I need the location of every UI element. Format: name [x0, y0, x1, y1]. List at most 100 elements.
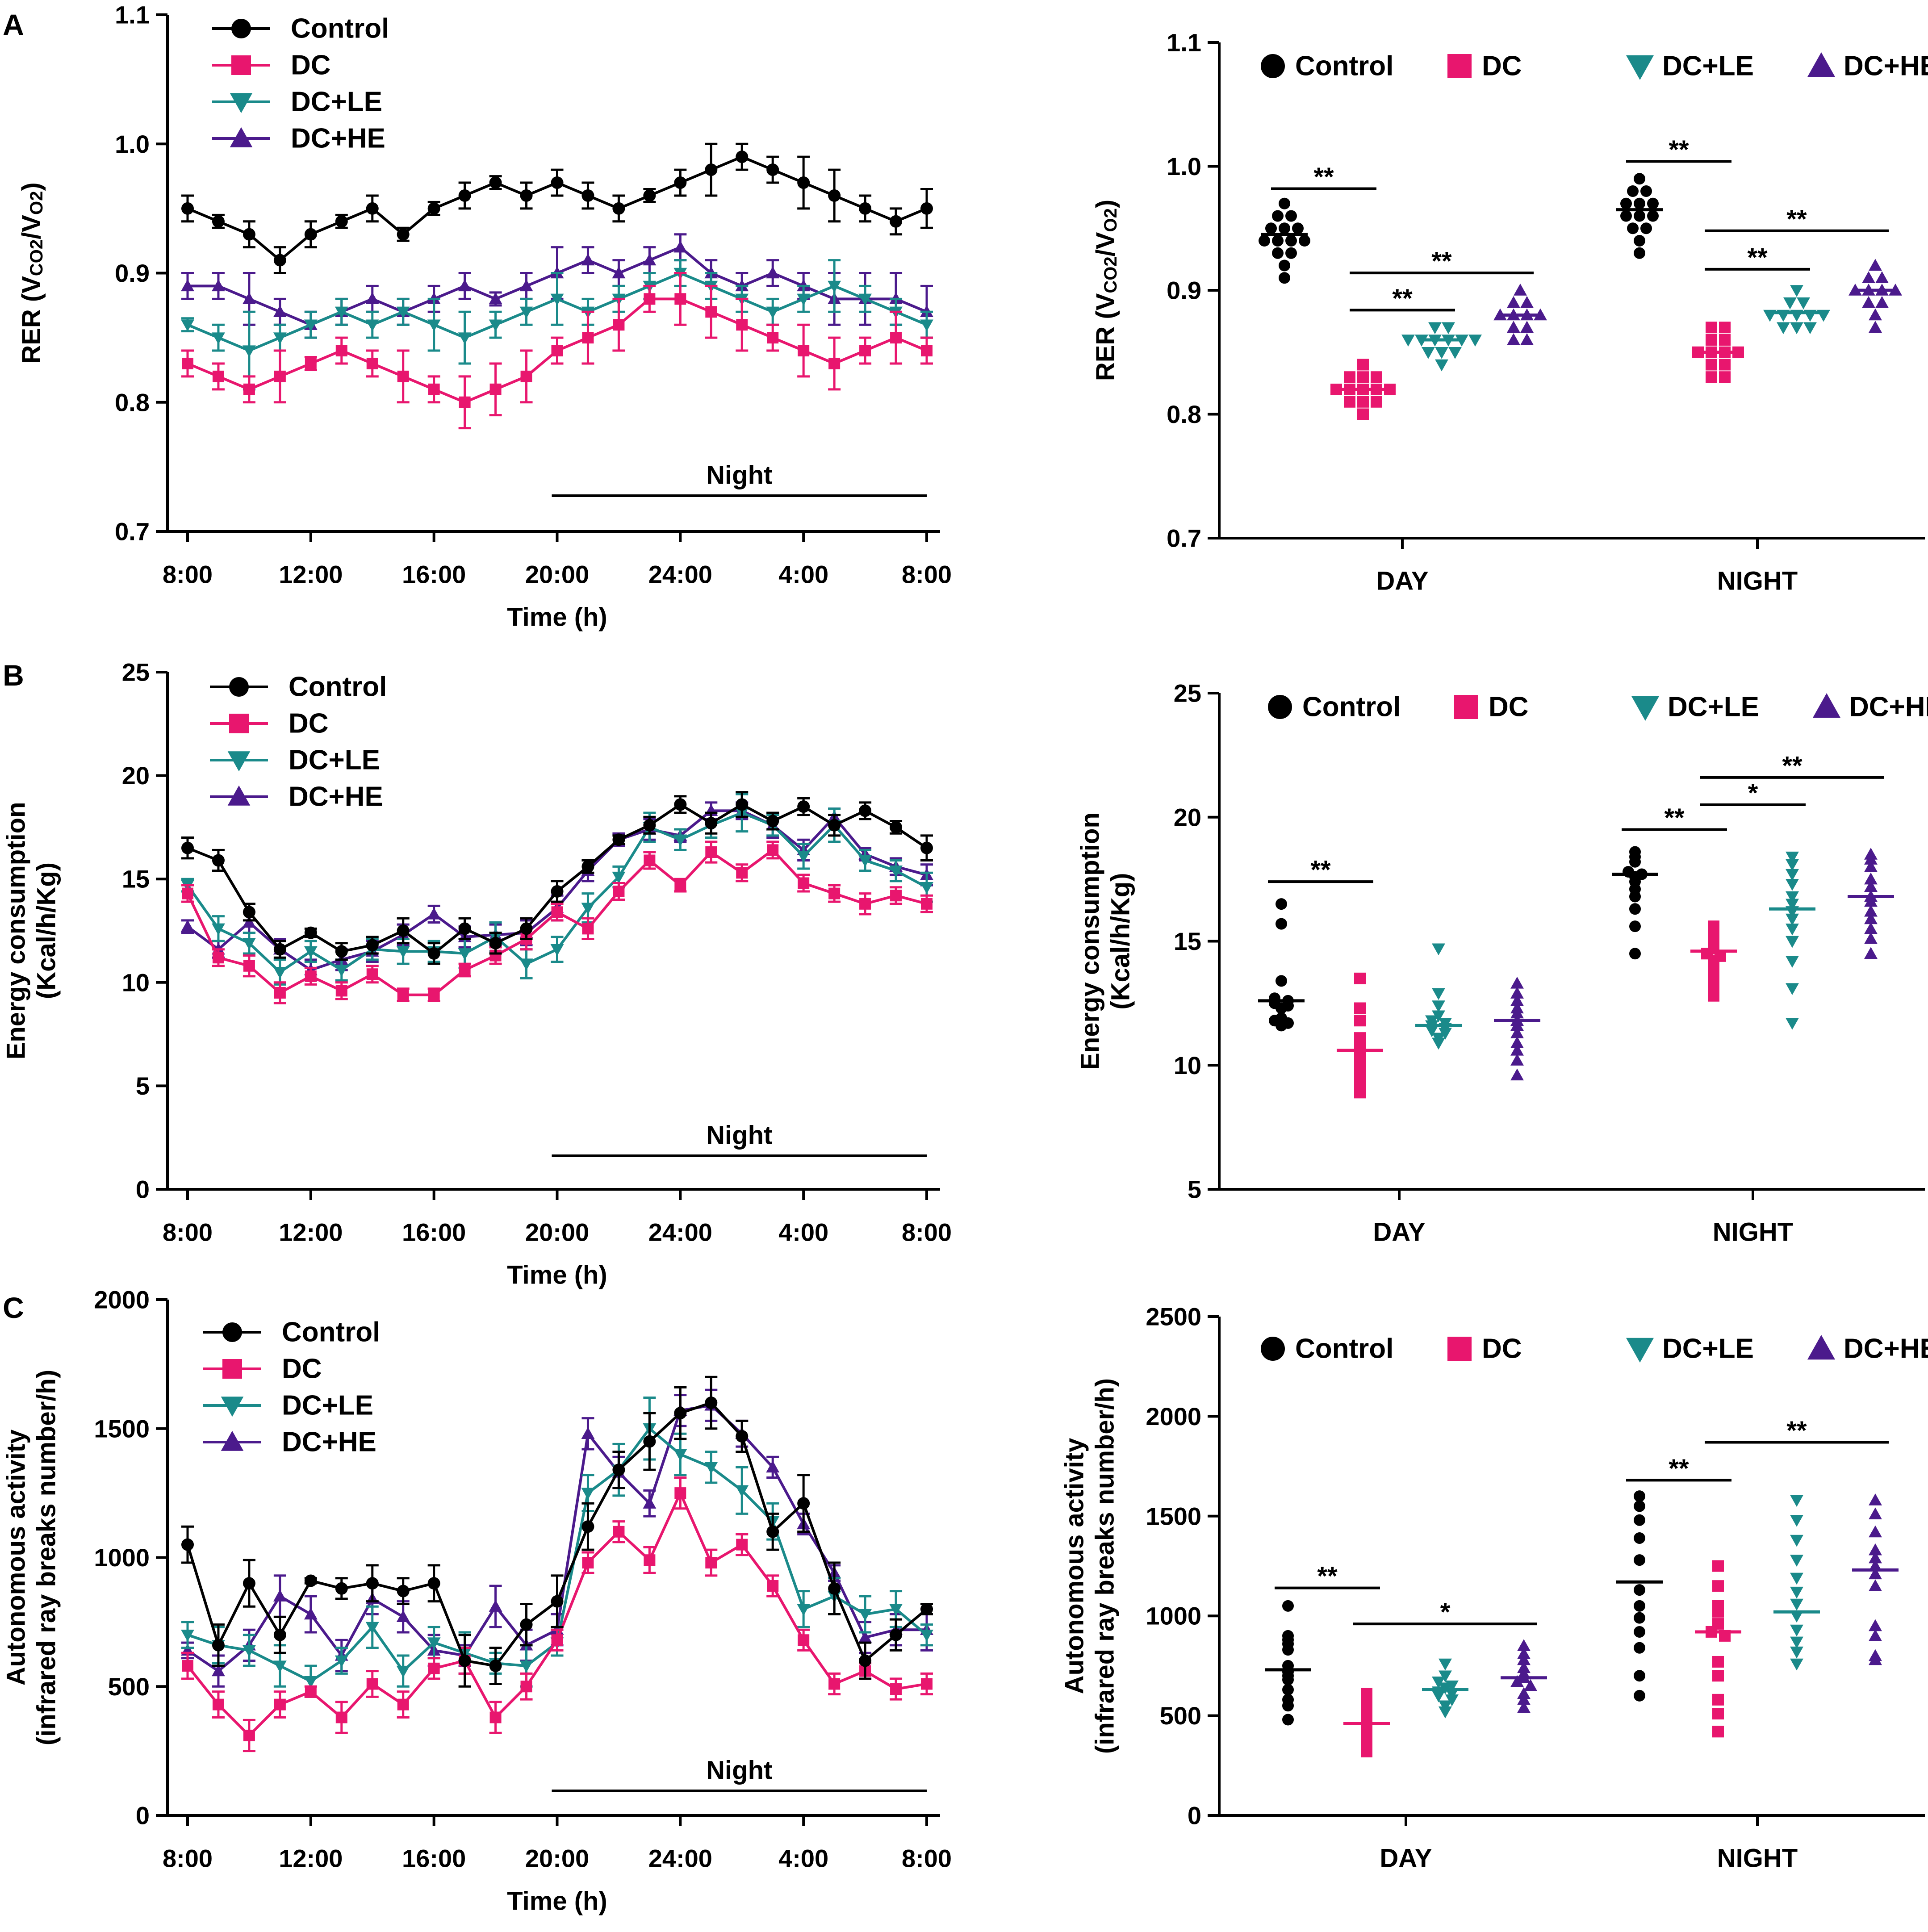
panel-b-right-dot-night-dc-he	[1864, 895, 1878, 907]
panel-b-right-dot-night-dc-le	[1786, 851, 1799, 864]
panel-c-left-point-control	[427, 1577, 440, 1590]
panel-b-right-dot-night-dc	[1708, 970, 1719, 982]
panel-a-left-series-control	[181, 142, 933, 274]
panel-a-right-dot-day-dc	[1344, 371, 1355, 383]
panel-a-left-point-dc-le	[365, 319, 379, 332]
panel-c-right-dot-night-dc	[1712, 1560, 1724, 1572]
panel-c-left-point-control	[859, 1654, 872, 1667]
panel-a-right-legend-label-dc: DC	[1482, 51, 1522, 82]
panel-b-right-dot-night-dc	[1708, 990, 1719, 1002]
panel-c-left-point-control	[581, 1520, 594, 1533]
panel-a-right-dot-night-control	[1634, 247, 1645, 259]
panel-c-right-dot-day-dc-he	[1517, 1701, 1531, 1713]
panel-a-left-point-dc	[459, 396, 471, 408]
panel-a-left-point-dc-le	[212, 332, 225, 345]
panel-b-left-point-control	[797, 800, 810, 813]
panel-a-left-point-control	[859, 202, 872, 215]
panel-c-right-dot-night-dc-le	[1790, 1610, 1803, 1623]
panel-a-left-point-control	[581, 189, 594, 202]
panel-c-left-point-dc-le	[519, 1660, 533, 1673]
panel-c-right-sig-label: *	[1440, 1598, 1451, 1627]
panel-a-right-dot-day-control	[1279, 259, 1290, 272]
panel-b-left-y-tick-label: 25	[122, 658, 150, 686]
panel-c-left-x-tick-label: 8:00	[902, 1844, 952, 1873]
panel-a-left-point-dc-le	[304, 319, 318, 332]
panel-b-left-line-control	[187, 803, 928, 955]
panel-c-right-dot-night-control	[1634, 1584, 1645, 1596]
panel-c-right-dot-night-dc-le	[1790, 1495, 1803, 1507]
panel-c-left-point-control	[766, 1525, 779, 1538]
panel-a-right-dot-day-control	[1259, 235, 1270, 247]
panel-a-right-dot-night-dc-le	[1803, 322, 1817, 335]
panel-b-left-point-control	[674, 798, 687, 811]
panel-a-right-dot-night-control	[1627, 222, 1639, 234]
panel-b-left-point-dc-he	[181, 920, 194, 932]
panel-b-right-dot-night-dc-le	[1786, 869, 1799, 881]
panel-a-left-point-control	[489, 176, 502, 189]
panel-c-left-point-control	[397, 1585, 410, 1597]
panel-c-right-dot-night-dc-le	[1790, 1598, 1803, 1611]
panel-b-right-dot-day-dc-he	[1510, 1036, 1524, 1048]
panel-c-left-x-tick-label: 4:00	[778, 1844, 828, 1873]
panel-b-right-sig-label: **	[1664, 803, 1685, 832]
panel-c-left-point-dc-le	[242, 1645, 256, 1657]
panel-a-left-point-dc	[305, 357, 317, 369]
panel-c-left-point-dc-le	[673, 1449, 687, 1461]
panel-c-right-sig-label: **	[1317, 1562, 1338, 1591]
panel-b-right-dot-day-dc-he	[1510, 1054, 1524, 1066]
panel-c-left-point-control	[366, 1577, 379, 1590]
panel-b-left-point-control	[181, 841, 194, 854]
panel-b-left-point-control	[581, 860, 594, 873]
panel-a-right-dot-day-dc-he	[1507, 321, 1520, 333]
panel-c-left-y-tick-label: 0	[136, 1802, 150, 1830]
panel-b-right-dot-night-control	[1629, 903, 1641, 915]
panel-c-right-dot-night-dc-he	[1869, 1579, 1882, 1591]
panel-a-left-point-dc-le	[489, 319, 502, 332]
panel-b-left-point-dc	[428, 989, 440, 1001]
panel-a-left-point-dc-le	[550, 293, 564, 306]
panel-b-left-point-control	[273, 943, 286, 956]
panel-c-right-x-tick-label-day: DAY	[1380, 1844, 1432, 1873]
panel-c-left-point-control	[551, 1595, 564, 1608]
panel-a-left-legend-marker-control	[231, 19, 251, 38]
panel-c-left-y-label-line2: (infrared ray breaks number/h)	[32, 1370, 61, 1745]
panel-b-right-sig-label: **	[1310, 856, 1331, 885]
panel-a-left-y-label: RER (VCO2/VO2)	[17, 182, 47, 364]
panel-b-left-legend-label-dc-le: DC+LE	[289, 745, 380, 776]
panel-b-left-x-tick-label: 16:00	[402, 1218, 466, 1246]
panel-a-right-dot-day-dc-le	[1468, 335, 1482, 347]
panel-a-right-y-label: RER (VCO2/VO2)	[1091, 200, 1121, 381]
panel-a-left-legend-label-dc: DC	[291, 50, 331, 81]
panel-c-right-y-tick-label: 1500	[1146, 1502, 1201, 1530]
panel-a-left-point-dc	[890, 332, 902, 344]
panel-b-left-series-control	[181, 791, 933, 965]
panel-c-left-point-control	[797, 1497, 810, 1510]
panel-b-left-point-control	[705, 817, 718, 830]
panel-b-right-dot-night-dc-he	[1864, 872, 1878, 885]
panel-c-right-sig-label: **	[1669, 1454, 1689, 1483]
panel-b-right-legend-marker-dc-he	[1812, 693, 1841, 718]
panel-b-right-legend-marker-control	[1268, 695, 1292, 719]
panel-c-right-dot-night-dc	[1712, 1694, 1724, 1706]
panel-a-left-series-dc	[181, 272, 933, 430]
panel-c-left-point-control	[890, 1628, 903, 1641]
panel-a-right-dot-day-dc-he	[1507, 333, 1520, 345]
panel-a-right-dot-day-dc-le	[1428, 322, 1442, 335]
panel-c-left-point-dc-le	[889, 1604, 903, 1616]
panel-b-right-legend-marker-dc	[1454, 695, 1478, 719]
panel-a-right: 0.7 0.8 0.9 1.0 1.1 DAY NIGHT ** ** ** ** ** ** Contr…	[1091, 29, 1928, 596]
panel-a-right-dot-night-dc-he	[1875, 296, 1889, 308]
panel-b-right-dot-night-dc-he	[1864, 932, 1878, 944]
panel-c-right-dot-night-dc-le	[1790, 1515, 1803, 1527]
panel-a-left-y-tick-label: 1.0	[115, 130, 150, 158]
panel-a-left-point-dc-he	[273, 305, 287, 317]
panel-b-left-point-dc	[613, 885, 625, 897]
panel-b-left-point-control	[304, 926, 317, 939]
panel-b-left-y-label-line2: (Kcal/h/Kg)	[32, 862, 61, 999]
panel-c-left-point-dc-le	[304, 1676, 318, 1688]
panel-a-right-dot-day-dc	[1357, 359, 1369, 371]
panel-b-right-dot-night-dc-he	[1864, 904, 1878, 917]
panel-a-left-point-dc	[644, 293, 656, 305]
panel-c-right-x-tick-label-night: NIGHT	[1717, 1844, 1798, 1873]
panel-a-right-dot-night-dc-he	[1869, 321, 1882, 333]
